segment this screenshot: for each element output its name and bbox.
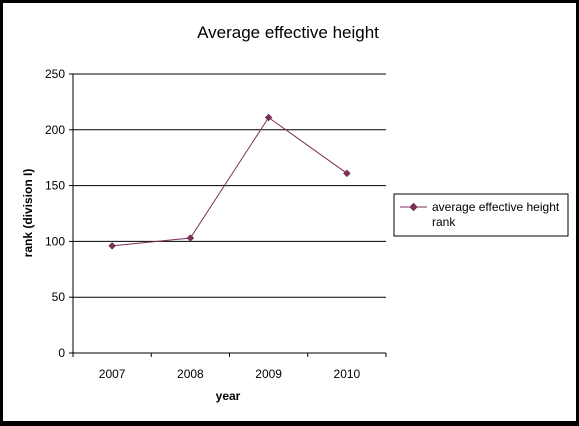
x-tick-label-2009: 2009 [255,367,282,381]
data-point-2007 [108,242,116,250]
y-tick-label-0: 0 [58,346,65,360]
chart-title: Average effective height [197,23,379,42]
x-tick-label-2007: 2007 [99,367,126,381]
y-tick-labels: 0 50 100 150 200 250 [45,67,65,360]
data-point-2010 [343,169,351,178]
x-tick-label-2008: 2008 [177,367,204,381]
legend: average effective height rank [393,193,569,237]
chart-frame: Average effective height 0 50 100 150 200 250… [3,3,576,421]
legend-label-line-1: average effective height [432,200,560,214]
y-axis-label: rank (division I) [21,169,35,258]
axes [69,73,387,357]
legend-diamond-marker [409,202,418,212]
y-tick-label-200: 200 [45,123,65,137]
series-layer [108,113,351,250]
gridlines [73,73,386,298]
chart-svg: Average effective height 0 50 100 150 200 250… [21,23,569,403]
y-tick-label-250: 250 [45,67,65,81]
legend-box [393,193,569,237]
legend-series-label: average effective height rank [432,200,560,229]
x-tick-labels: 2007 2008 2009 2010 [99,367,361,381]
series-line-0 [112,116,348,247]
data-point-2009 [264,113,273,122]
y-tick-label-50: 50 [52,290,66,304]
x-tick-label-2010: 2010 [334,367,361,381]
y-tick-label-150: 150 [45,179,65,193]
data-point-2008 [186,234,195,242]
y-tick-label-100: 100 [45,234,65,248]
legend-label-line-2: rank [432,215,456,229]
x-axis-label: year [216,389,241,403]
